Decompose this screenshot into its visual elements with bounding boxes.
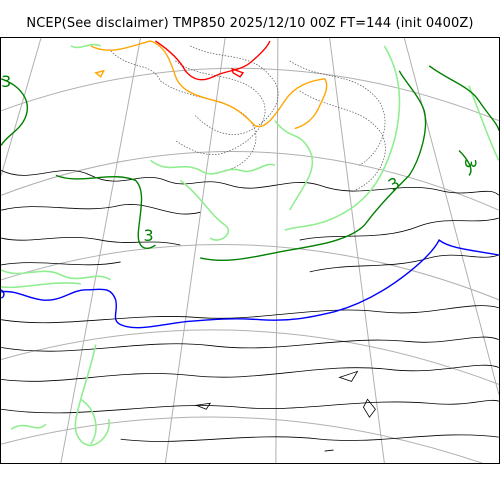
isotherm (200, 70, 427, 261)
longitude-line (164, 38, 226, 463)
longitude-line (275, 38, 279, 463)
coastline (1, 364, 499, 382)
coastline (363, 398, 376, 418)
coastline (194, 402, 212, 410)
isotherm (90, 40, 328, 130)
isotherm (1, 269, 112, 281)
coastline (1, 399, 499, 414)
isotherm (74, 344, 110, 447)
terrain-contour (289, 60, 386, 166)
isotherm (1, 282, 81, 289)
isotherm (1, 238, 499, 329)
isotherm-label: 3 (144, 226, 154, 245)
isotherm (155, 40, 271, 81)
isotherm (10, 423, 47, 430)
isotherm-zero (1, 238, 499, 329)
coastline (1, 236, 181, 246)
graticule (1, 38, 499, 463)
terrain-contour (175, 60, 266, 155)
isotherm (428, 65, 499, 131)
coastline (1, 204, 201, 215)
coastline (299, 217, 499, 241)
isotherm (231, 67, 245, 78)
coastline (1, 336, 499, 352)
latitude-line (1, 416, 484, 463)
isotherm (149, 159, 276, 175)
isotherm-red (155, 40, 271, 81)
isotherm (274, 120, 314, 211)
isotherm-light-green (1, 43, 499, 447)
longitude-line (403, 38, 499, 395)
isotherm (55, 174, 156, 249)
latitude-line (1, 67, 499, 122)
coastline (1, 305, 499, 324)
longitude-line (60, 38, 142, 463)
terrain-contour (299, 90, 386, 191)
longitude-line (1, 38, 42, 176)
isotherm (284, 45, 401, 231)
temperature-map: 3 3 3 3 (1, 38, 499, 463)
coastline (120, 434, 499, 442)
coastline (1, 170, 499, 196)
map-panel: 3 3 3 3 (0, 37, 500, 464)
coastline (1, 261, 121, 266)
isotherm (1, 289, 5, 299)
isotherm (1, 78, 28, 146)
isotherm-3 (1, 65, 499, 261)
latitude-line (1, 243, 499, 301)
isotherm (80, 398, 97, 445)
latitude-line (1, 329, 499, 385)
isotherm-label: 3 (461, 158, 480, 168)
isotherm (458, 149, 472, 176)
latitude-line (1, 150, 499, 211)
map-title: NCEP(See disclaimer) TMP850 2025/12/10 0… (26, 16, 474, 31)
isotherm (179, 179, 230, 241)
coastline (338, 370, 359, 382)
coastline (309, 254, 499, 273)
coastline (324, 449, 334, 452)
isotherm-orange (90, 40, 328, 130)
isotherm (70, 43, 102, 49)
longitude-line (329, 38, 385, 463)
isotherm (94, 69, 105, 78)
terrain-contour (110, 50, 161, 81)
coastlines (1, 170, 499, 452)
isotherm-label: 3 (1, 72, 11, 91)
terrain-contour (190, 45, 279, 135)
